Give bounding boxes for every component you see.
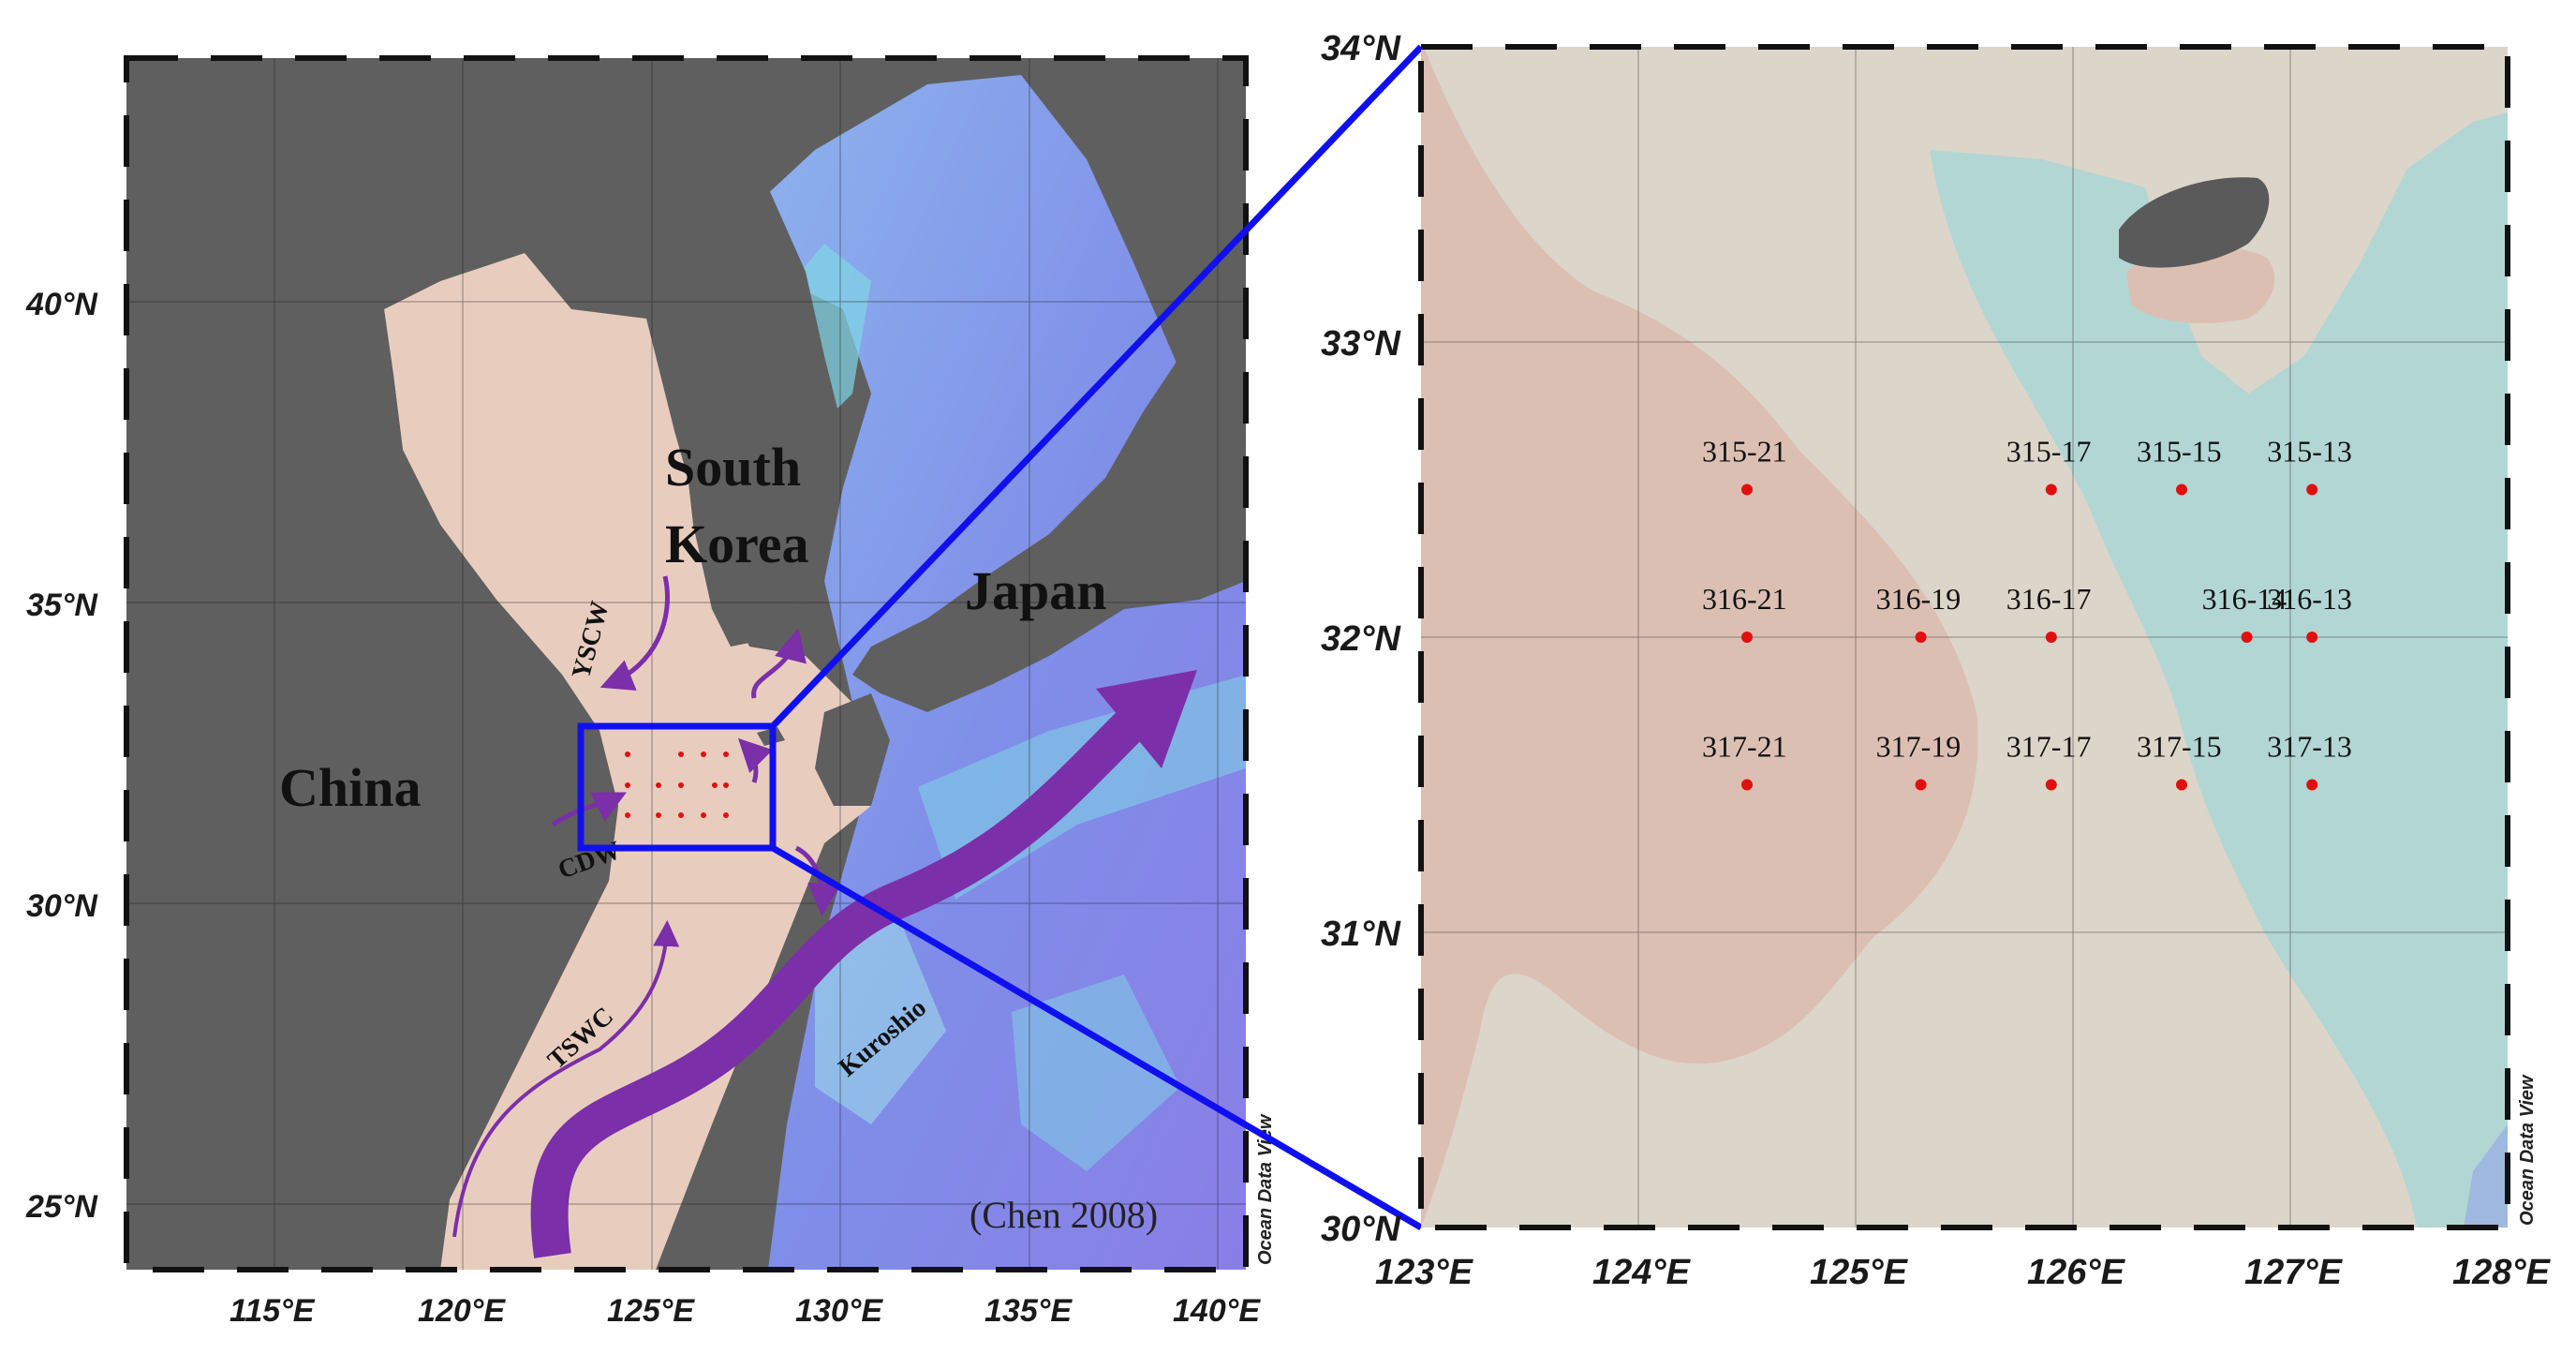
study-area-box <box>577 722 777 852</box>
station-label: 315-15 <box>2137 435 2222 469</box>
slope-patch <box>815 918 946 1124</box>
land-japan <box>852 58 1246 712</box>
left-lon-tick: 130°E <box>795 1293 883 1329</box>
label-korea: Korea <box>665 513 809 574</box>
left-map-border <box>124 55 1249 1272</box>
station-marker <box>2176 779 2187 791</box>
connector-bottom <box>771 844 1423 1231</box>
station-marker <box>2176 484 2187 496</box>
land-kyushu <box>815 693 890 806</box>
stations-layer: 315-21 315-17 315-15 315-13 316-21 316-19 316-… <box>1702 435 2352 791</box>
left-lon-tick: 135°E <box>985 1293 1073 1329</box>
right-lon-tick: 126°E <box>2027 1253 2126 1292</box>
label-south: South <box>665 437 801 498</box>
station-label: 316-17 <box>2006 582 2092 616</box>
tswc-current-arrow <box>452 920 680 1238</box>
left-grid <box>126 58 1246 1270</box>
left-lat-tick: 30°N <box>26 888 98 924</box>
station-marker <box>2306 632 2318 643</box>
label-japan: Japan <box>965 560 1107 621</box>
right-lon-tick: 128°E <box>2452 1253 2552 1292</box>
teal-deep-region <box>1930 112 2508 1228</box>
left-lat-tick: 35°N <box>26 588 98 623</box>
station-marker <box>2306 779 2318 791</box>
right-lat-tick: 31°N <box>1321 915 1401 954</box>
left-lon-tick: 140°E <box>1173 1293 1261 1329</box>
kuroshio-current-arrow <box>530 707 1147 1258</box>
station-label: 317-19 <box>1876 730 1962 764</box>
land-china <box>126 58 656 1270</box>
station-marker <box>2045 632 2057 643</box>
station-marker <box>1741 632 1753 643</box>
station-label: 317-13 <box>2267 730 2352 764</box>
station-label: 316-13 <box>2267 582 2352 616</box>
station-marker <box>1741 779 1753 791</box>
citation: (Chen 2008) <box>970 1194 1158 1236</box>
station-marker <box>2306 484 2318 496</box>
connector-top <box>770 44 1424 729</box>
warm-current-arrow <box>751 628 807 699</box>
label-china: China <box>279 757 422 818</box>
land-korea <box>609 141 843 647</box>
station-marker <box>1915 632 1927 643</box>
station-marker <box>2241 632 2253 643</box>
station-label: 316-19 <box>1876 582 1962 616</box>
station-marker <box>2045 484 2057 496</box>
station-label: 315-17 <box>2006 435 2092 469</box>
right-lat-tick: 32°N <box>1321 619 1401 659</box>
station-label: 316-14 <box>2202 582 2287 616</box>
right-lon-tick: 125°E <box>1810 1253 1909 1292</box>
left-map: 40°N 35°N 30°N 25°N 115°E 120°E 125°E 13… <box>25 55 1276 1329</box>
right-grid <box>1421 47 2508 1228</box>
study-box-stations <box>625 751 729 818</box>
right-lat-tick: 33°N <box>1321 324 1401 364</box>
right-lon-tick: 123°E <box>1375 1253 1474 1292</box>
station-label: 317-15 <box>2137 730 2222 764</box>
station-marker <box>2045 779 2057 791</box>
deep-corner <box>2464 1124 2508 1228</box>
station-marker <box>1915 779 1927 791</box>
station-label: 315-21 <box>1702 435 1787 469</box>
station-label: 316-21 <box>1702 582 1787 616</box>
right-lat-tick: 34°N <box>1321 29 1401 68</box>
island-jeju <box>2119 177 2270 268</box>
inner-current-arrow <box>737 737 774 783</box>
left-lat-tick: 40°N <box>25 287 98 322</box>
left-lon-tick: 125°E <box>607 1293 695 1329</box>
yscw-current-arrow <box>600 575 670 691</box>
left-lat-tick: 25°N <box>25 1189 98 1225</box>
left-lon-tick: 120°E <box>418 1293 506 1329</box>
right-lat-tick: 30°N <box>1321 1210 1401 1249</box>
right-map-border <box>1418 44 2510 1230</box>
station-label: 317-21 <box>1702 730 1787 764</box>
right-lon-tick: 124°E <box>1592 1253 1692 1292</box>
right-lon-tick: 127°E <box>2244 1253 2344 1292</box>
right-odv-watermark: Ocean Data View <box>2517 1074 2538 1226</box>
left-lon-tick: 115°E <box>229 1293 316 1329</box>
kuroshio-arrowhead <box>1096 670 1197 768</box>
station-label: 317-17 <box>2006 730 2092 764</box>
station-marker <box>1741 484 1753 496</box>
station-label: 315-13 <box>2267 435 2352 469</box>
slope-patch <box>1012 975 1180 1171</box>
right-map: 34°N 33°N 32°N 31°N 30°N 123°E 124°E 125… <box>1321 29 2552 1292</box>
left-odv-watermark: Ocean Data View <box>1255 1113 1276 1265</box>
cdw-current-arrow <box>551 792 627 827</box>
